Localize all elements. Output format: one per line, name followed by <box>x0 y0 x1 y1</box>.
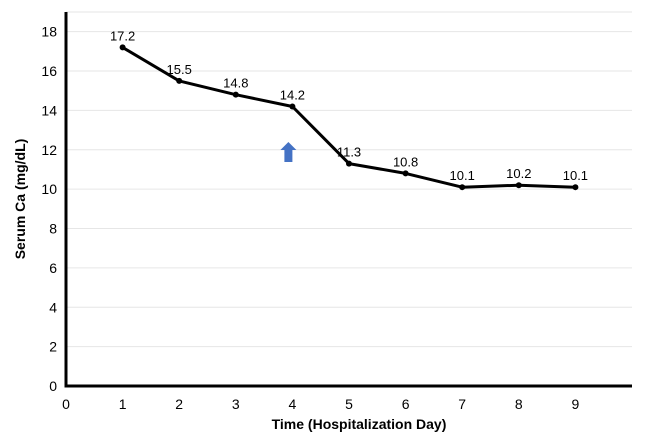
y-tick-label: 12 <box>41 142 57 158</box>
x-tick-label: 6 <box>402 396 410 412</box>
y-tick-label: 6 <box>49 260 57 276</box>
gridlines <box>66 11 632 348</box>
y-axis-title: Serum Ca (mg/dL) <box>12 139 28 260</box>
y-tick-label: 14 <box>41 102 57 118</box>
data-label: 10.8 <box>393 154 418 169</box>
data-label: 11.3 <box>337 145 361 160</box>
data-point <box>402 170 409 177</box>
data-point <box>572 184 579 191</box>
x-tick-label: 8 <box>515 396 523 412</box>
data-label: 10.1 <box>563 168 588 183</box>
x-tick-label: 9 <box>572 396 580 412</box>
data-labels: 17.2 15.5 14.8 14.2 11.3 10.8 10.1 10.2 10.1 <box>110 28 588 183</box>
data-label: 14.8 <box>223 76 248 91</box>
data-point <box>232 91 239 98</box>
x-tick-label: 7 <box>458 396 466 412</box>
y-tick-label: 16 <box>41 63 57 79</box>
y-tick-label: 2 <box>49 339 57 355</box>
data-label: 10.2 <box>506 166 531 181</box>
data-point <box>176 77 183 84</box>
x-axis-title: Time (Hospitalization Day) <box>272 416 447 432</box>
data-point <box>289 103 296 110</box>
y-tick-label: 18 <box>41 24 57 40</box>
data-point <box>515 182 522 189</box>
data-point <box>119 44 126 51</box>
data-label: 14.2 <box>280 87 305 102</box>
y-tick-label: 8 <box>49 221 57 237</box>
x-tick-label: 3 <box>232 396 240 412</box>
data-label: 10.1 <box>450 168 475 183</box>
data-point <box>459 184 466 191</box>
annotation-arrow <box>280 142 297 162</box>
x-tick-label: 0 <box>62 396 70 412</box>
y-tick-labels: 0 2 4 6 8 10 12 14 16 18 <box>41 24 57 394</box>
data-label: 17.2 <box>110 28 135 43</box>
x-tick-label: 1 <box>119 396 127 412</box>
x-tick-labels: 0 1 2 3 4 5 6 7 8 9 <box>62 396 579 412</box>
x-tick-label: 4 <box>289 396 297 412</box>
x-tick-label: 2 <box>175 396 183 412</box>
data-points <box>119 44 579 191</box>
data-point <box>346 160 352 167</box>
x-tick-label: 5 <box>345 396 353 412</box>
y-tick-label: 10 <box>41 181 57 197</box>
y-tick-label: 4 <box>49 299 57 315</box>
y-tick-label: 0 <box>49 378 57 394</box>
data-label: 15.5 <box>167 62 192 77</box>
